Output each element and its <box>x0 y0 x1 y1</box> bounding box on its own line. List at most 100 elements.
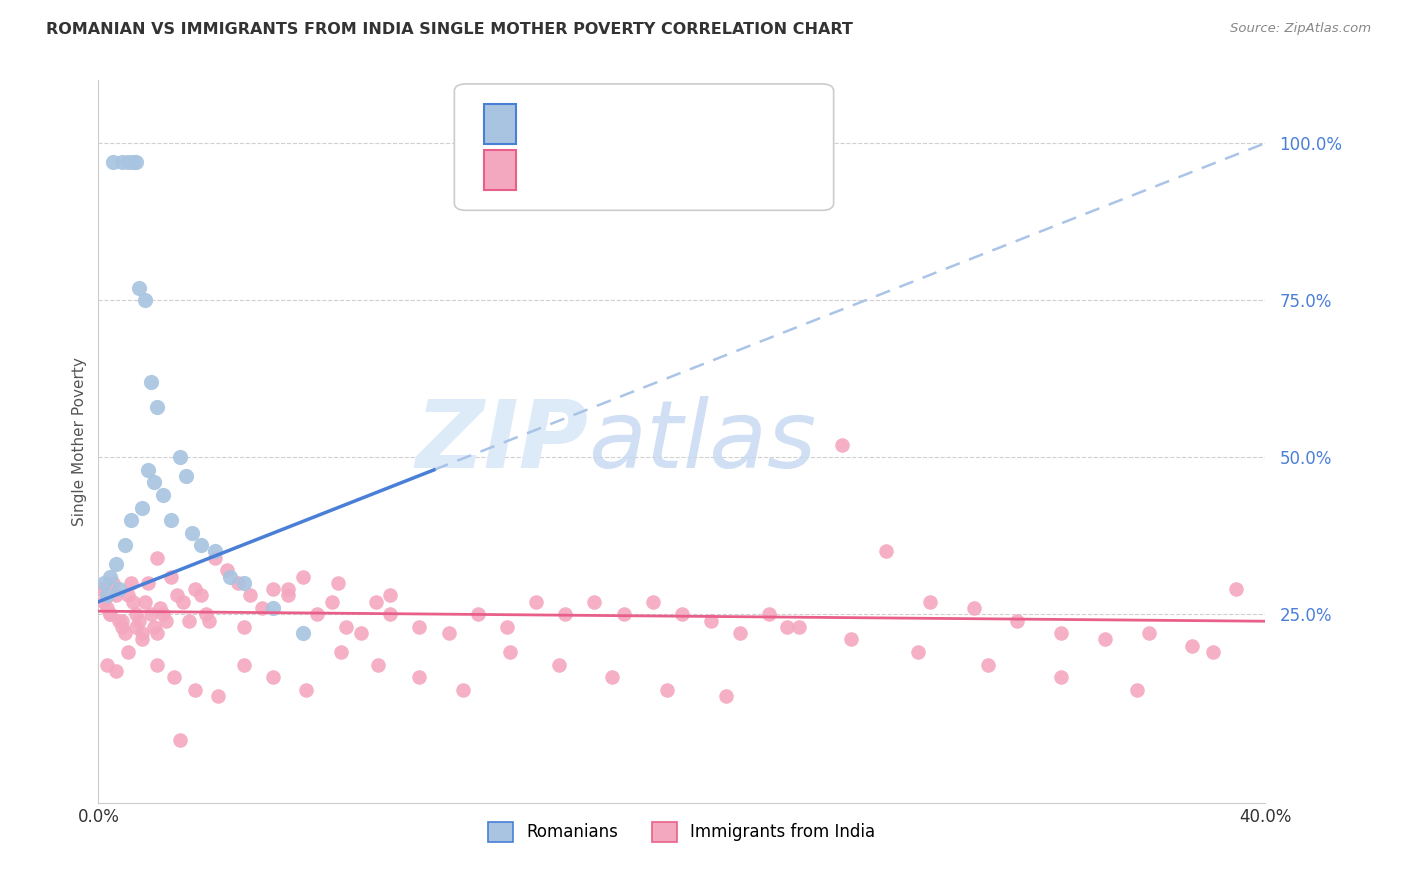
Text: ROMANIAN VS IMMIGRANTS FROM INDIA SINGLE MOTHER POVERTY CORRELATION CHART: ROMANIAN VS IMMIGRANTS FROM INDIA SINGLE… <box>46 22 853 37</box>
Point <box>131 632 153 647</box>
Point <box>548 657 571 672</box>
Point <box>134 293 156 308</box>
Point <box>262 601 284 615</box>
Point <box>122 155 145 169</box>
Point <box>335 620 357 634</box>
Point <box>367 657 389 672</box>
Point <box>128 614 150 628</box>
Point <box>408 670 430 684</box>
Point <box>108 582 131 597</box>
Point <box>180 525 202 540</box>
Point <box>146 400 169 414</box>
Point <box>183 682 205 697</box>
Point <box>96 657 118 672</box>
Point <box>125 155 148 169</box>
Text: 30: 30 <box>734 111 756 129</box>
Point <box>125 607 148 622</box>
Text: 104: 104 <box>723 158 755 176</box>
Point <box>831 438 853 452</box>
Point <box>451 682 474 697</box>
Point <box>657 682 679 697</box>
Point <box>139 607 162 622</box>
Point <box>93 595 115 609</box>
Point <box>233 657 256 672</box>
Point <box>524 595 547 609</box>
Point <box>499 645 522 659</box>
Point <box>714 689 737 703</box>
Point <box>117 155 139 169</box>
Point <box>467 607 489 622</box>
Point <box>787 620 810 634</box>
Point <box>207 689 229 703</box>
Text: Source: ZipAtlas.com: Source: ZipAtlas.com <box>1230 22 1371 36</box>
Text: R =: R = <box>534 158 567 176</box>
Point <box>172 595 194 609</box>
Point <box>93 575 115 590</box>
Point <box>122 595 145 609</box>
Point <box>700 614 723 628</box>
Point <box>321 595 343 609</box>
Text: R =: R = <box>534 111 567 129</box>
Point <box>307 607 329 622</box>
Point <box>174 469 197 483</box>
Point <box>120 513 142 527</box>
Point <box>136 463 159 477</box>
Point <box>101 575 124 590</box>
Point <box>600 670 623 684</box>
Point <box>98 569 121 583</box>
Point <box>114 538 136 552</box>
Point <box>146 657 169 672</box>
Point <box>111 155 134 169</box>
Point <box>204 550 226 565</box>
Point <box>155 614 177 628</box>
Point <box>671 607 693 622</box>
Point <box>380 589 402 603</box>
Point <box>166 589 188 603</box>
Text: N =: N = <box>671 111 703 129</box>
Point <box>177 614 200 628</box>
Point <box>146 550 169 565</box>
Point <box>139 375 162 389</box>
Point <box>204 544 226 558</box>
Point <box>104 664 127 678</box>
Point <box>408 620 430 634</box>
Point <box>262 582 284 597</box>
Point <box>117 589 139 603</box>
Point <box>262 670 284 684</box>
Point <box>152 607 174 622</box>
Point <box>160 569 183 583</box>
Text: N =: N = <box>671 158 703 176</box>
Point <box>90 582 112 597</box>
Point <box>131 626 153 640</box>
Point <box>101 155 124 169</box>
Point <box>1094 632 1116 647</box>
Point <box>1202 645 1225 659</box>
Point <box>104 557 127 571</box>
Point <box>291 626 314 640</box>
Point <box>1137 626 1160 640</box>
Point <box>612 607 634 622</box>
Y-axis label: Single Mother Poverty: Single Mother Poverty <box>72 357 87 526</box>
Point <box>233 620 256 634</box>
Point <box>839 632 862 647</box>
FancyBboxPatch shape <box>484 151 516 190</box>
Point <box>758 607 780 622</box>
Point <box>169 733 191 747</box>
Point <box>134 595 156 609</box>
Point <box>294 682 316 697</box>
Point <box>918 595 941 609</box>
Point <box>233 575 256 590</box>
Point <box>380 607 402 622</box>
Point <box>104 589 127 603</box>
Point <box>1050 670 1073 684</box>
Point <box>128 280 150 294</box>
Point <box>977 657 1000 672</box>
Point <box>326 575 349 590</box>
Point <box>437 626 460 640</box>
Point <box>195 607 218 622</box>
Point <box>117 645 139 659</box>
FancyBboxPatch shape <box>484 104 516 144</box>
Point <box>875 544 897 558</box>
Point <box>776 620 799 634</box>
Point <box>111 614 134 628</box>
